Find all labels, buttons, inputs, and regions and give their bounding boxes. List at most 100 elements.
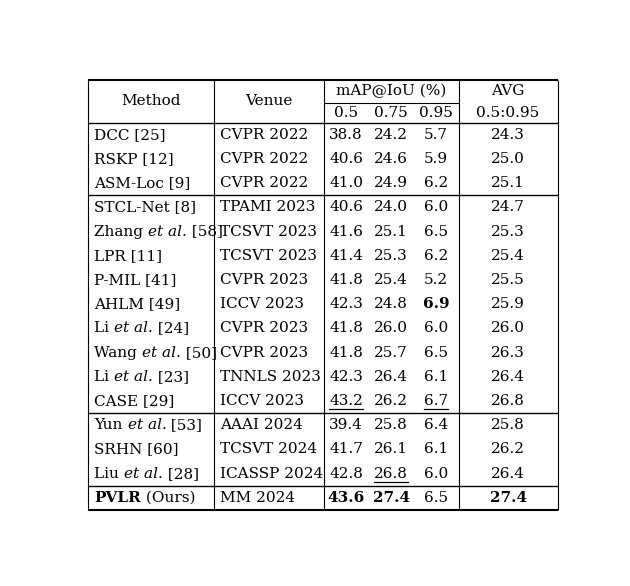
Text: 41.7: 41.7 xyxy=(329,442,363,456)
Text: 25.4: 25.4 xyxy=(491,249,525,263)
Text: 42.3: 42.3 xyxy=(329,297,363,311)
Text: [24]: [24] xyxy=(153,322,189,335)
Text: 24.7: 24.7 xyxy=(491,200,525,214)
Text: 41.8: 41.8 xyxy=(329,322,363,335)
Text: 26.0: 26.0 xyxy=(491,322,525,335)
Text: et al.: et al. xyxy=(142,346,181,360)
Text: 6.2: 6.2 xyxy=(424,249,448,263)
Text: et al.: et al. xyxy=(114,322,153,335)
Text: CASE [29]: CASE [29] xyxy=(94,394,175,408)
Text: 26.1: 26.1 xyxy=(374,442,408,456)
Text: 42.3: 42.3 xyxy=(329,370,363,384)
Text: Li: Li xyxy=(94,370,114,384)
Text: mAP@IoU (%): mAP@IoU (%) xyxy=(336,84,446,98)
Text: 6.2: 6.2 xyxy=(424,176,448,190)
Text: 25.8: 25.8 xyxy=(491,418,525,432)
Text: 6.9: 6.9 xyxy=(423,297,449,311)
Text: et al.: et al. xyxy=(114,370,153,384)
Text: 6.7: 6.7 xyxy=(424,394,448,408)
Text: 26.2: 26.2 xyxy=(374,394,408,408)
Text: TCSVT 2023: TCSVT 2023 xyxy=(220,224,317,239)
Text: SRHN [60]: SRHN [60] xyxy=(94,442,179,456)
Text: 25.5: 25.5 xyxy=(491,273,525,287)
Text: 6.1: 6.1 xyxy=(424,370,448,384)
Text: CVPR 2022: CVPR 2022 xyxy=(220,128,308,142)
Text: 25.3: 25.3 xyxy=(374,249,408,263)
Text: 41.4: 41.4 xyxy=(329,249,363,263)
Text: 26.8: 26.8 xyxy=(374,466,408,481)
Text: 26.3: 26.3 xyxy=(491,346,525,360)
Text: P-MIL [41]: P-MIL [41] xyxy=(94,273,176,287)
Text: 26.4: 26.4 xyxy=(491,466,525,481)
Text: 6.5: 6.5 xyxy=(424,224,448,239)
Text: 27.4: 27.4 xyxy=(372,491,410,505)
Text: 24.9: 24.9 xyxy=(374,176,408,190)
Text: Zhang: Zhang xyxy=(94,224,148,239)
Text: [53]: [53] xyxy=(166,418,202,432)
Text: Venue: Venue xyxy=(245,94,292,108)
Text: [58]: [58] xyxy=(187,224,223,239)
Text: ICASSP 2024: ICASSP 2024 xyxy=(220,466,323,481)
Text: CVPR 2022: CVPR 2022 xyxy=(220,176,308,190)
Text: 26.4: 26.4 xyxy=(374,370,408,384)
Text: 0.95: 0.95 xyxy=(419,105,453,120)
Text: 25.4: 25.4 xyxy=(374,273,408,287)
Text: ASM-Loc [9]: ASM-Loc [9] xyxy=(94,176,190,190)
Text: 41.6: 41.6 xyxy=(329,224,363,239)
Text: 25.3: 25.3 xyxy=(491,224,525,239)
Text: 25.8: 25.8 xyxy=(374,418,408,432)
Text: PVLR: PVLR xyxy=(94,491,141,505)
Text: STCL-Net [8]: STCL-Net [8] xyxy=(94,200,197,214)
Text: 24.8: 24.8 xyxy=(374,297,408,311)
Text: AAAI 2024: AAAI 2024 xyxy=(220,418,302,432)
Text: 26.0: 26.0 xyxy=(374,322,408,335)
Text: CVPR 2023: CVPR 2023 xyxy=(220,273,308,287)
Text: TNNLS 2023: TNNLS 2023 xyxy=(220,370,321,384)
Text: Li: Li xyxy=(94,322,114,335)
Text: TPAMI 2023: TPAMI 2023 xyxy=(220,200,315,214)
Text: 25.0: 25.0 xyxy=(491,152,525,166)
Text: 24.0: 24.0 xyxy=(374,200,408,214)
Text: 5.7: 5.7 xyxy=(424,128,448,142)
Text: 6.1: 6.1 xyxy=(424,442,448,456)
Text: et al.: et al. xyxy=(127,418,166,432)
Text: 38.8: 38.8 xyxy=(329,128,363,142)
Text: AVG: AVG xyxy=(491,84,525,98)
Text: 43.6: 43.6 xyxy=(328,491,365,505)
Text: MM 2024: MM 2024 xyxy=(220,491,295,505)
Text: Liu: Liu xyxy=(94,466,124,481)
Text: 25.7: 25.7 xyxy=(374,346,408,360)
Text: et al.: et al. xyxy=(124,466,163,481)
Text: TCSVT 2024: TCSVT 2024 xyxy=(220,442,317,456)
Text: [23]: [23] xyxy=(153,370,189,384)
Text: RSKP [12]: RSKP [12] xyxy=(94,152,174,166)
Text: 24.6: 24.6 xyxy=(374,152,408,166)
Text: [28]: [28] xyxy=(163,466,199,481)
Text: 0.75: 0.75 xyxy=(374,105,408,120)
Text: 6.5: 6.5 xyxy=(424,491,448,505)
Text: Wang: Wang xyxy=(94,346,142,360)
Text: 41.0: 41.0 xyxy=(329,176,363,190)
Text: 25.1: 25.1 xyxy=(491,176,525,190)
Text: 25.9: 25.9 xyxy=(491,297,525,311)
Text: AHLM [49]: AHLM [49] xyxy=(94,297,180,311)
Text: CVPR 2023: CVPR 2023 xyxy=(220,322,308,335)
Text: 5.2: 5.2 xyxy=(424,273,448,287)
Text: 6.0: 6.0 xyxy=(424,322,448,335)
Text: 41.8: 41.8 xyxy=(329,273,363,287)
Text: et al.: et al. xyxy=(148,224,187,239)
Text: [50]: [50] xyxy=(181,346,217,360)
Text: 26.2: 26.2 xyxy=(491,442,525,456)
Text: 26.4: 26.4 xyxy=(491,370,525,384)
Text: 43.2: 43.2 xyxy=(329,394,363,408)
Text: 24.2: 24.2 xyxy=(374,128,408,142)
Text: 24.3: 24.3 xyxy=(491,128,525,142)
Text: 0.5: 0.5 xyxy=(334,105,358,120)
Text: 25.1: 25.1 xyxy=(374,224,408,239)
Text: 6.5: 6.5 xyxy=(424,346,448,360)
Text: 6.0: 6.0 xyxy=(424,200,448,214)
Text: 6.0: 6.0 xyxy=(424,466,448,481)
Text: 42.8: 42.8 xyxy=(329,466,363,481)
Text: (Ours): (Ours) xyxy=(141,491,195,505)
Text: 27.4: 27.4 xyxy=(490,491,527,505)
